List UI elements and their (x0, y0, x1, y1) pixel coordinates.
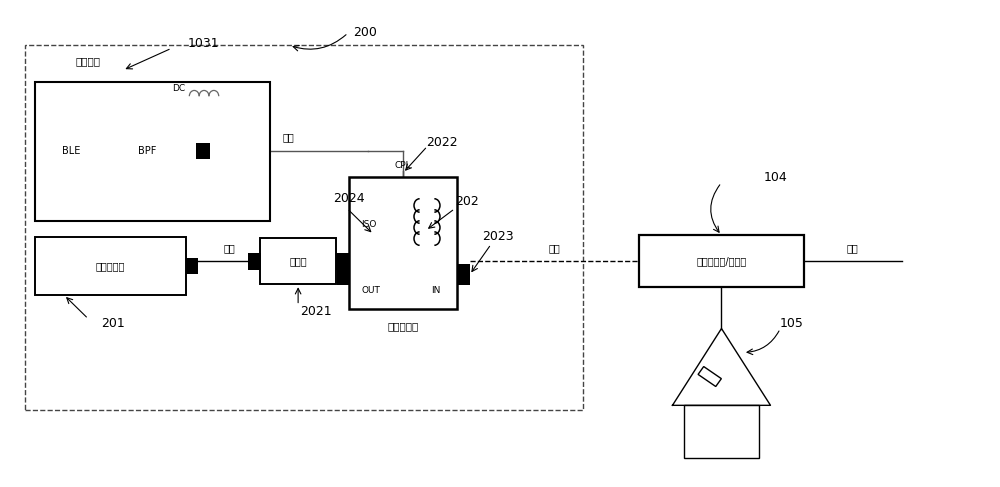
Bar (349, 177, 457, 309)
Text: 2024: 2024 (333, 192, 365, 206)
Text: BLE: BLE (62, 146, 80, 156)
Text: 饌线: 饌线 (847, 243, 859, 253)
Bar (337, 264, 350, 285)
Text: DC: DC (172, 84, 185, 93)
Text: CPL: CPL (395, 161, 411, 170)
Text: 105: 105 (780, 317, 804, 330)
Text: 饌线: 饌线 (549, 243, 560, 253)
Text: 蓝牙网关: 蓝牙网关 (76, 56, 101, 66)
Bar (684, 405, 759, 458)
Text: OUT: OUT (361, 286, 380, 295)
Bar (34, 237, 186, 295)
Text: 饌电耦合器: 饌电耦合器 (387, 321, 419, 332)
Bar (119, 131, 176, 171)
Text: 2022: 2022 (426, 136, 458, 149)
Bar (336, 253, 349, 270)
Bar (34, 82, 270, 221)
Bar (457, 264, 470, 285)
Text: 202: 202 (455, 195, 479, 208)
Text: 饌电耦合器/功分器: 饌电耦合器/功分器 (696, 256, 747, 266)
Bar (42, 131, 99, 171)
Bar (196, 143, 210, 159)
Bar (639, 235, 804, 287)
Text: 2021: 2021 (300, 305, 332, 318)
Bar (698, 367, 721, 387)
Text: 2023: 2023 (482, 230, 514, 243)
Text: BPF: BPF (138, 146, 156, 156)
Bar (260, 238, 336, 284)
Text: 200: 200 (353, 26, 377, 39)
Text: 1031: 1031 (187, 37, 219, 50)
Text: 201: 201 (101, 317, 125, 330)
Bar (248, 253, 261, 270)
Text: ISO: ISO (361, 220, 376, 229)
Text: 信源合路器: 信源合路器 (96, 261, 125, 271)
Text: 104: 104 (764, 171, 787, 184)
Bar (186, 259, 198, 274)
Text: 饌线: 饌线 (283, 132, 295, 143)
Bar (25, 45, 583, 410)
Text: 饌线: 饌线 (223, 243, 235, 253)
Text: IN: IN (431, 286, 440, 295)
Text: 隔直器: 隔直器 (289, 256, 307, 266)
